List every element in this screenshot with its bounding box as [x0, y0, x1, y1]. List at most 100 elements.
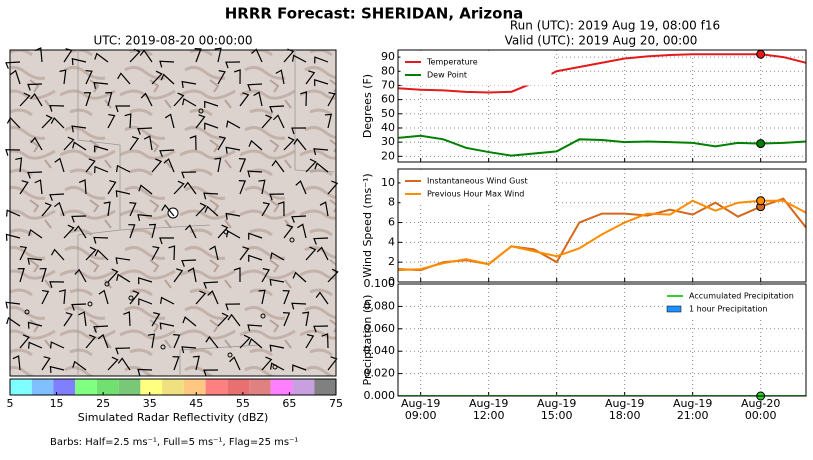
wind-barb: [107, 356, 119, 371]
wind-barb: [297, 223, 307, 239]
wind-barb: [149, 223, 157, 239]
wind-barb: [233, 69, 241, 85]
wind-barb: [30, 136, 43, 151]
wind-barb: [283, 136, 295, 151]
wind-barb: [73, 225, 87, 239]
wind-barb: [93, 325, 109, 333]
wind-barb: [269, 105, 285, 113]
wind-barb: [72, 360, 87, 371]
wind-barb: [12, 355, 21, 371]
wind-barb: [261, 268, 270, 283]
wind-barb: [225, 61, 241, 69]
x-tick-label: Aug-19 18:00: [605, 397, 644, 422]
wind-barb: [151, 158, 163, 173]
wind-barb: [203, 369, 219, 377]
wind-barb: [251, 48, 263, 63]
wind-barb: [209, 245, 219, 261]
wind-barb: [258, 179, 266, 195]
wind-barb: [217, 136, 227, 151]
wind-barb: [58, 289, 66, 305]
wind-barb: [261, 114, 273, 129]
wind-barb: [85, 69, 93, 85]
boundary: [77, 50, 337, 376]
wind-barb: [27, 321, 43, 329]
wind-barb: [140, 92, 153, 107]
wind-barb: [138, 298, 153, 306]
wind-barb: [6, 116, 21, 129]
wind-barb: [247, 170, 263, 178]
colorbar-swatch: [53, 379, 76, 395]
wind-barb: [115, 164, 131, 173]
wind-barb: [147, 333, 155, 349]
wind-barb: [217, 70, 226, 85]
wind-barb: [327, 180, 339, 195]
legend-label: Accumulated Precipitation: [689, 292, 794, 301]
colorbar-swatch: [270, 379, 293, 395]
x-tick-label: Aug-19 15:00: [537, 397, 576, 422]
wind-barb: [124, 113, 132, 129]
wind-barb: [85, 158, 96, 173]
wind-barb: [204, 205, 219, 217]
wind-barb: [225, 212, 241, 220]
wind-barb: [115, 105, 131, 113]
legend-box: [400, 52, 552, 86]
wind-barb: [173, 268, 184, 283]
wind-barb: [261, 202, 271, 217]
wind-barb: [84, 92, 92, 107]
wind-barb: [137, 127, 153, 135]
legend-label: Dew Point: [427, 71, 467, 80]
wind-barb: [159, 237, 175, 245]
calm-marker: [223, 229, 229, 235]
valid-title: Valid (UTC): 2019 Aug 20, 00:00: [505, 34, 698, 48]
colorbar-tick-label: 75: [329, 397, 343, 410]
wind-barb: [137, 214, 153, 222]
wind-barb: [41, 114, 53, 129]
wind-barb: [5, 61, 21, 69]
plot-frame: [397, 283, 807, 397]
y-tick-label: 60: [381, 93, 395, 106]
legend-label: Temperature: [426, 58, 478, 67]
wind-barb: [151, 312, 161, 327]
wind-barb: [5, 301, 21, 309]
wind-barb: [116, 273, 131, 283]
calm-marker: [87, 301, 93, 307]
y-tick-label: 40: [381, 121, 395, 134]
y-tick-label: 0.060: [364, 322, 396, 335]
wind-barb: [270, 252, 285, 261]
y-tick-label: 0.000: [364, 389, 396, 402]
wind-barb: [204, 122, 219, 130]
wind-barb: [225, 303, 241, 311]
wind-barb: [143, 135, 153, 151]
wind-barb: [315, 291, 329, 305]
wind-barb: [181, 80, 197, 88]
wind-barb: [229, 356, 241, 371]
wind-barb: [291, 54, 307, 63]
legend-label: Previous Hour Max Wind: [427, 190, 524, 199]
wind-barb: [71, 215, 87, 223]
y-tick-label: 90: [381, 50, 395, 63]
calm-marker: [128, 295, 134, 301]
wind-barb: [214, 47, 222, 63]
wind-barb: [161, 204, 175, 217]
wind-barb: [261, 356, 273, 371]
calm-marker: [24, 309, 30, 315]
colorbar-tick-label: 5: [7, 397, 14, 410]
wind-barb: [269, 193, 285, 201]
wind-barb: [327, 356, 338, 371]
wind-barb: [160, 73, 175, 85]
wind-barb: [233, 267, 241, 283]
wind-barb: [71, 57, 87, 66]
wind-barb: [5, 233, 21, 241]
wind-barb: [225, 146, 241, 154]
wind-barb: [273, 114, 285, 129]
wind-barb: [291, 215, 307, 223]
wind-barb: [291, 302, 307, 310]
calm-marker: [104, 281, 110, 287]
valid-time-marker: [756, 49, 766, 59]
colorbar-frame: [9, 378, 337, 396]
wind-barb: [239, 334, 251, 349]
wind-barb: [28, 228, 43, 239]
wind-barb: [172, 356, 180, 371]
y-axis-label: Degrees (F): [361, 74, 374, 138]
wind-barb: [123, 311, 131, 327]
